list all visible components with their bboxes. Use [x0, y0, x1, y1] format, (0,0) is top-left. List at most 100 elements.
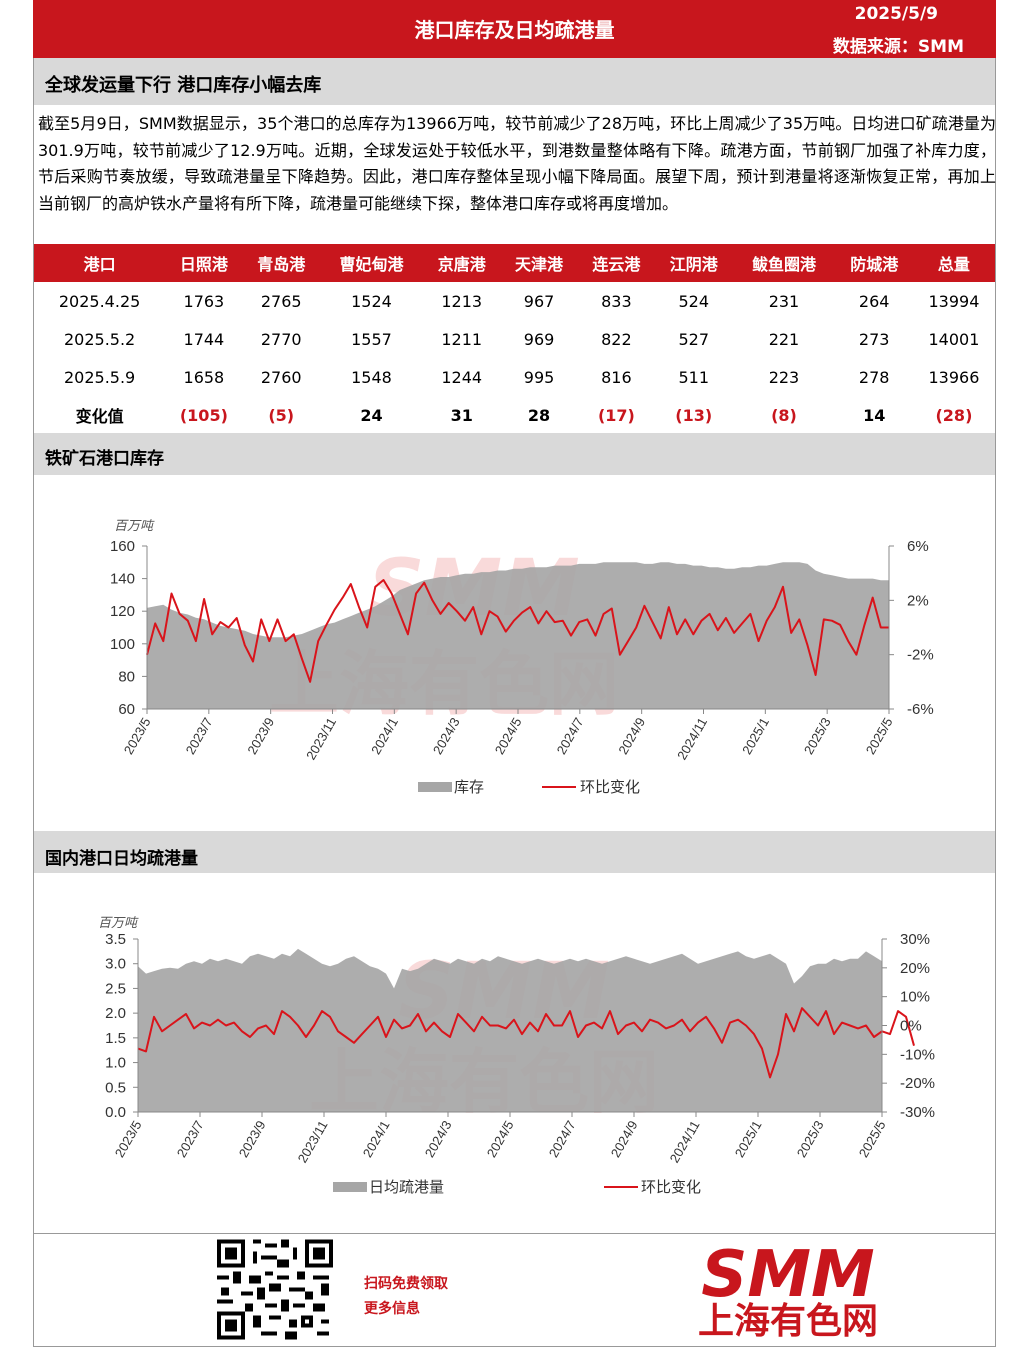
- y2-tick-label: 30%: [900, 931, 930, 948]
- y2-tick-label: -2%: [907, 647, 934, 664]
- legend-label: 日均疏港量: [369, 1179, 444, 1196]
- plot-area: 3.5 3.0 2.5 2.0 1.5 1.0 0.5 0.0 30% 20% 10% 0% -10% -…: [105, 931, 935, 1165]
- col-header: 连云港: [577, 244, 656, 282]
- y-tick-label: 80: [118, 668, 135, 685]
- table-cell: 2025.4.25: [58, 291, 141, 311]
- scan-line-2: 更多信息: [364, 1301, 420, 1317]
- legend-swatch-area: [333, 1182, 367, 1192]
- chart2-heading: 国内港口日均疏港量: [34, 831, 995, 873]
- change-cell: 31: [450, 405, 473, 425]
- change-cell: 24: [360, 405, 383, 425]
- page-frame: [33, 0, 996, 1347]
- logo-cn: 上海有色网: [698, 1301, 878, 1340]
- table-cell: 1244: [441, 367, 483, 387]
- inventory-chart: SMM 上海有色网 16014012010080606%2%-2%-6%2023…: [110, 518, 934, 796]
- table-cell: 2770: [260, 329, 302, 349]
- table-row: 2025.5.2 1744 2770 1557 1211 969 822 527…: [34, 320, 995, 358]
- x-tick-label: 2024/11: [674, 715, 710, 762]
- table-cell: 13966: [928, 367, 980, 387]
- table-cell: 264: [858, 291, 890, 311]
- plot-area: 160 140 120 100 80 60 6% 2% -2% -6% 2023/5 2023/7 20…: [110, 538, 934, 762]
- x-tick-label: 2024/1: [360, 1118, 393, 1160]
- legend: 库存 环比变化: [418, 779, 640, 796]
- col-header: 鲅鱼圈港: [732, 244, 836, 282]
- table-cell: 1524: [351, 291, 392, 311]
- series-line-环比变化: [137, 1007, 915, 1079]
- table-cell: 278: [858, 367, 890, 387]
- data-source: 数据来源：SMM: [832, 37, 964, 57]
- y-tick-label: 3.5: [105, 931, 126, 948]
- change-cell: (8): [771, 405, 797, 425]
- table-cell: 2760: [260, 367, 302, 387]
- x-tick-label: 2025/3: [794, 1118, 827, 1160]
- table-cell: 969: [523, 329, 555, 349]
- y-tick-label: 100: [110, 636, 135, 653]
- y2-tick-label: 6%: [907, 538, 929, 555]
- y-tick-label: 1.5: [105, 1030, 126, 1047]
- y-tick-label: 140: [110, 571, 135, 588]
- legend-label: 库存: [454, 779, 484, 796]
- table-cell: 527: [678, 329, 709, 349]
- y-unit-label: 百万吨: [98, 915, 139, 930]
- y2-tick-label: -30%: [900, 1104, 935, 1121]
- col-header: 总量: [912, 244, 995, 282]
- x-tick-label: 2023/5: [121, 715, 154, 757]
- x-tick-label: 2024/9: [615, 715, 648, 757]
- table-cell: 1211: [441, 329, 483, 349]
- port-inventory-table: 港口 日照港 青岛港 曹妃甸港 京唐港 天津港 连云港 江阴港 鲅鱼圈港 防城港…: [34, 244, 995, 434]
- change-cell: (28): [935, 405, 973, 425]
- chart1-title: 铁矿石港口库存: [45, 449, 164, 469]
- y2-tick-label: 10%: [900, 989, 930, 1006]
- x-tick-label: 2023/9: [236, 1118, 269, 1160]
- y2-tick-label: -20%: [900, 1075, 935, 1092]
- x-tick-label: 2023/9: [244, 715, 277, 757]
- x-tick-label: 2025/3: [801, 715, 834, 757]
- qr-code-icon[interactable]: [217, 1239, 333, 1340]
- table-cell: 2025.5.2: [63, 329, 136, 349]
- logo-latin: SMM: [701, 1240, 874, 1312]
- y-tick-label: 2.5: [105, 980, 126, 997]
- x-tick-label: 2025/1: [739, 715, 772, 757]
- change-cell: (17): [597, 405, 635, 425]
- table-cell: 14001: [928, 329, 980, 349]
- section-heading: 全球发运量下行 港口库存小幅去库: [34, 58, 995, 105]
- report-date: 2025/5/9: [854, 4, 938, 24]
- x-tick-label: 2025/5: [856, 1118, 889, 1160]
- table-cell: 967: [523, 291, 555, 311]
- col-header: 京唐港: [423, 244, 501, 282]
- y2-tick-label: -10%: [900, 1046, 935, 1063]
- table-cell: 223: [768, 367, 800, 387]
- series-area-日均疏港量: [138, 948, 882, 1112]
- change-row: 变化值 (105) (5) 24 31 28 (17) (13) (8) 14 …: [34, 396, 995, 434]
- table-cell: 231: [768, 291, 800, 311]
- y-tick-label: 3.0: [105, 956, 126, 973]
- table-cell: 1763: [183, 291, 225, 311]
- table-cell: 2765: [260, 291, 302, 311]
- smm-logo: SMM 上海有色网: [698, 1240, 878, 1340]
- col-header: 港口: [34, 244, 166, 282]
- col-header: 江阴港: [655, 244, 733, 282]
- x-tick-label: 2023/11: [295, 1118, 331, 1165]
- table-cell: 221: [768, 329, 800, 349]
- x-tick-label: 2023/7: [183, 715, 216, 757]
- x-tick-label: 2024/5: [484, 1118, 517, 1160]
- legend: 日均疏港量 环比变化: [333, 1179, 701, 1196]
- scan-line-1: 扫码免费领取: [364, 1276, 448, 1292]
- chart1-heading: 铁矿石港口库存: [34, 433, 995, 475]
- series-line-环比变化: [146, 579, 889, 683]
- table-header-row: 港口 日照港 青岛港 曹妃甸港 京唐港 天津港 连云港 江阴港 鲅鱼圈港 防城港…: [34, 244, 995, 282]
- x-tick-label: 2024/9: [608, 1118, 641, 1160]
- change-cell: 28: [527, 405, 551, 425]
- table-cell: 822: [601, 329, 632, 349]
- page-title: 港口库存及日均疏港量: [414, 18, 615, 42]
- table-cell: 2025.5.9: [63, 367, 136, 387]
- table-cell: 816: [601, 367, 632, 387]
- x-tick-label: 2024/3: [422, 1118, 455, 1160]
- table-cell: 511: [678, 367, 709, 387]
- y2-tick-label: -6%: [907, 701, 934, 718]
- change-cell: (13): [675, 405, 713, 425]
- change-cell: 14: [863, 405, 886, 425]
- x-tick-label: 2024/7: [546, 1118, 579, 1160]
- x-tick-label: 2023/7: [174, 1118, 207, 1160]
- y-tick-label: 160: [110, 538, 135, 555]
